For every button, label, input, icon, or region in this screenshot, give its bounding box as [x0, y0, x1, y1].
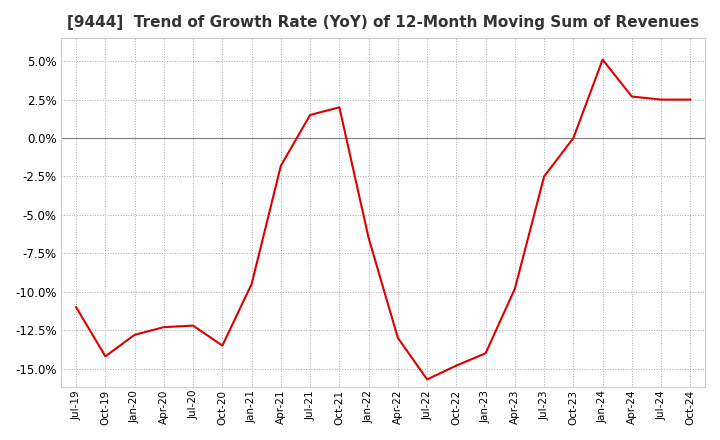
Title: [9444]  Trend of Growth Rate (YoY) of 12-Month Moving Sum of Revenues: [9444] Trend of Growth Rate (YoY) of 12-…	[67, 15, 699, 30]
